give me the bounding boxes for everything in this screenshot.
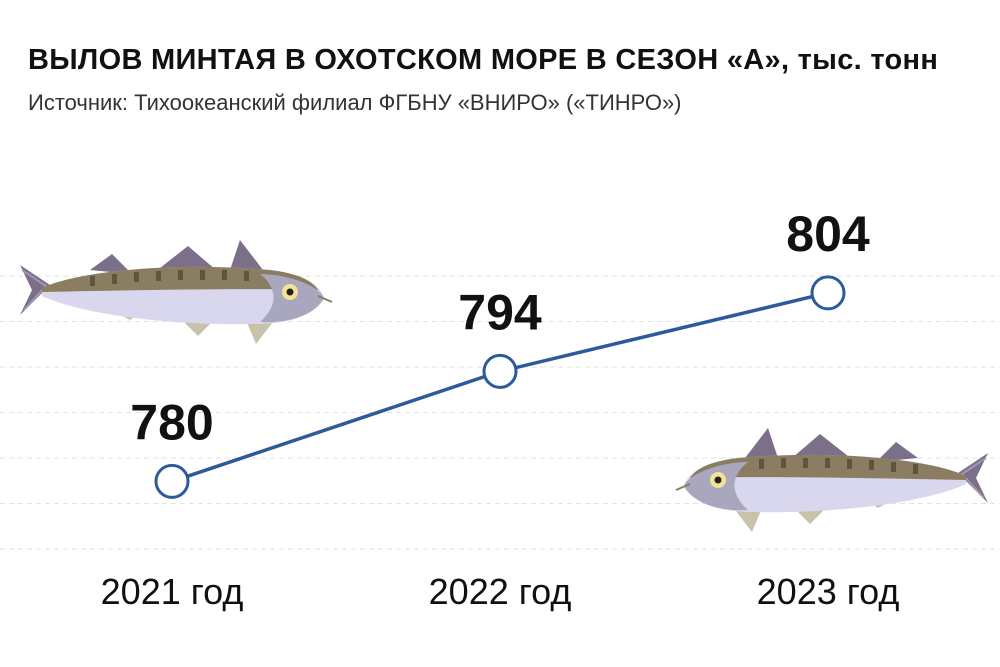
data-label: 804 [786,206,870,262]
x-tick-label: 2023 год [757,571,900,612]
data-point [154,463,190,499]
data-point [810,275,846,311]
x-tick-label: 2021 год [101,571,244,612]
chart-title: ВЫЛОВ МИНТАЯ В ОХОТСКОМ МОРЕ В СЕЗОН «А»… [28,44,939,76]
pollock-fish-icon [675,428,988,532]
chart-unit: , тыс. тонн [780,44,939,76]
data-label: 794 [458,284,542,340]
data-label: 780 [130,394,213,450]
grid-lines [0,275,1000,550]
x-tick-labels: 2021 год 2022 год 2023 год [101,571,900,612]
chart-source: Источник: Тихоокеанский филиал ФГБНУ «ВН… [28,90,682,115]
x-tick-label: 2022 год [429,571,572,612]
series-line-group [154,275,846,499]
data-labels: 780 794 804 [130,206,870,451]
pollock-fish-icon [20,240,333,344]
data-point [482,353,518,389]
